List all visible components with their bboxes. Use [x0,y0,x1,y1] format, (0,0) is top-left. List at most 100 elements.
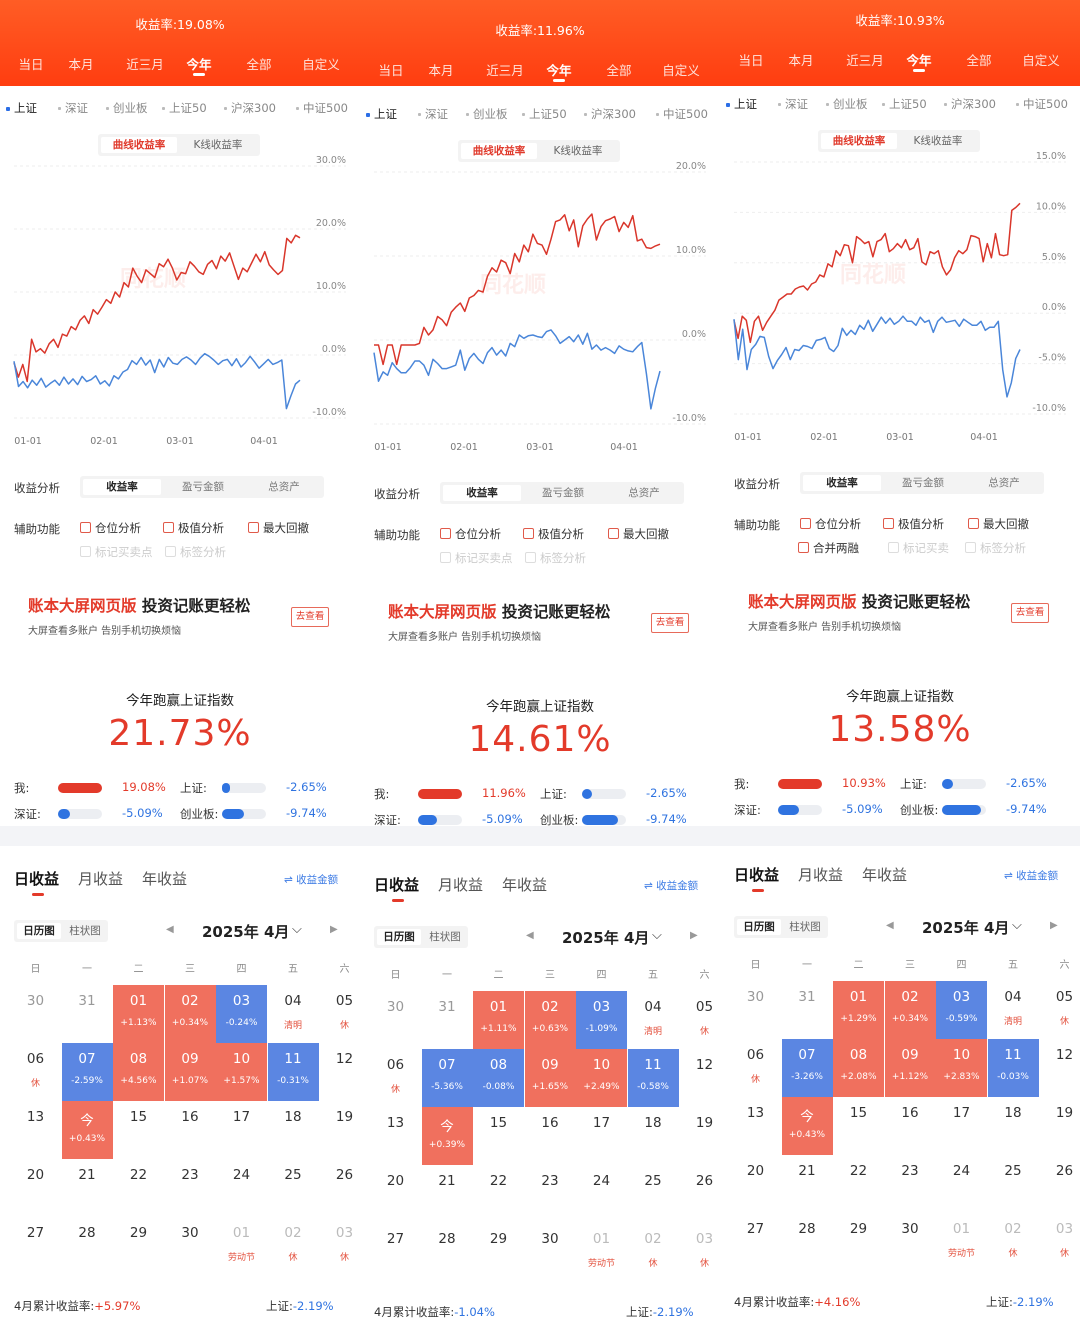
calendar-day[interactable]: 24 [216,1159,267,1217]
calendar-day[interactable]: 20 [730,1155,781,1213]
calendar-day[interactable]: 26 [1039,1155,1080,1213]
calendar-day[interactable]: 16 [525,1107,576,1165]
calendar-day[interactable]: 08 +2.08% [833,1039,884,1097]
view-tab-1[interactable]: 柱状图 [789,921,821,933]
calendar-day[interactable]: 27 [730,1213,781,1271]
calendar-day[interactable]: 28 [422,1223,473,1281]
calendar-day[interactable]: 19 [1039,1097,1080,1155]
calendar-day[interactable]: 20 [10,1159,61,1217]
period-tab-1[interactable]: 月收益 [798,866,844,884]
calendar-day[interactable]: 03 -0.24% [216,985,267,1043]
tab-1[interactable]: 本月 [776,50,826,69]
calendar-day[interactable]: 26 [679,1165,720,1223]
period-tab-2[interactable]: 年收益 [502,876,548,894]
prev-month-arrow[interactable]: ◀ [526,930,534,941]
calendar-day[interactable]: 11 -0.31% [267,1043,319,1101]
calendar-day[interactable]: 12 [679,1049,720,1107]
calendar-day[interactable]: 21 [62,1159,113,1217]
calendar-day[interactable]: 18 [988,1097,1039,1155]
calendar-day[interactable]: 01 +1.11% [473,991,524,1049]
calendar-day[interactable]: 09 +1.12% [884,1039,936,1097]
calendar-day[interactable]: 23 [885,1155,936,1213]
period-tab-2[interactable]: 年收益 [142,870,188,888]
calendar-day[interactable]: 10 +2.49% [576,1049,627,1107]
calendar-day[interactable]: 27 [370,1223,421,1281]
calendar-day[interactable]: 12 [1039,1039,1080,1097]
tab-3[interactable]: 今年 [174,54,224,76]
period-tab-0[interactable]: 日收益 [734,866,780,884]
calendar-day[interactable]: 16 [885,1097,936,1155]
calendar-day[interactable]: 29 [113,1217,164,1275]
calendar-day[interactable]: 31 [422,991,473,1049]
analysis-tab-1[interactable]: 盈亏金额 [182,481,224,493]
tab-4[interactable]: 全部 [234,54,284,73]
calendar-day[interactable]: 18 [268,1101,319,1159]
calendar-day[interactable]: 13 [730,1097,781,1155]
calendar-day[interactable]: 29 [473,1223,524,1281]
chart-mode-1[interactable]: K线收益率 [193,139,243,151]
calendar-day[interactable]: 01 +1.13% [113,985,164,1043]
chart-mode-0[interactable]: 曲线收益率 [461,143,537,159]
promo-go-button[interactable]: 去查看 [1011,603,1049,623]
chart-mode-1[interactable]: K线收益率 [913,135,963,147]
index-option-3[interactable]: 上证50 [882,96,927,112]
index-option-1[interactable]: 深证 [58,100,88,116]
calendar-day[interactable]: 22 [833,1155,884,1213]
calendar-day[interactable]: 30 [730,981,781,1039]
calendar-day[interactable]: 03 休 [679,1223,720,1281]
view-tab-0[interactable]: 日历图 [377,929,421,945]
aux-checkbox-1[interactable]: 极值分析 [523,526,584,542]
calendar-day[interactable]: 23 [165,1159,216,1217]
calendar-day[interactable]: 04 清明 [628,991,679,1049]
calendar-day[interactable]: 03 -1.09% [576,991,627,1049]
index-option-5[interactable]: 中证500 [1016,96,1068,112]
aux-option-0[interactable]: 合并两融 [798,540,859,556]
calendar-day[interactable]: 24 [576,1165,627,1223]
index-option-0[interactable]: 上证 [366,106,397,122]
aux-checkbox-1[interactable]: 极值分析 [163,520,224,536]
tab-2[interactable]: 近三月 [840,50,890,69]
period-tab-1[interactable]: 月收益 [438,876,484,894]
view-tab-1[interactable]: 柱状图 [69,925,101,937]
calendar-day[interactable]: 21 [422,1165,473,1223]
calendar-day[interactable]: 31 [782,981,833,1039]
prev-month-arrow[interactable]: ◀ [886,920,894,931]
index-option-3[interactable]: 上证50 [522,106,567,122]
aux-checkbox-2[interactable]: 最大回撤 [608,526,669,542]
calendar-day[interactable]: 06 休 [370,1049,421,1107]
calendar-day[interactable]: 04 清明 [268,985,319,1043]
calendar-day[interactable]: 07 -2.59% [61,1043,113,1101]
index-option-1[interactable]: 深证 [778,96,808,112]
calendar-day[interactable]: 06 休 [10,1043,61,1101]
calendar-day[interactable]: 07 -5.36% [421,1049,473,1107]
calendar-day[interactable]: 24 [936,1155,987,1213]
tab-0[interactable]: 当日 [6,54,56,73]
calendar-day[interactable]: 11 -0.58% [627,1049,679,1107]
index-option-4[interactable]: 沪深300 [584,106,636,122]
calendar-day[interactable]: 今 +0.39% [421,1107,473,1165]
calendar-day[interactable]: 28 [782,1213,833,1271]
tab-0[interactable]: 当日 [726,50,776,69]
analysis-tab-1[interactable]: 盈亏金额 [542,487,584,499]
tab-1[interactable]: 本月 [56,54,106,73]
calendar-day[interactable]: 05 休 [319,985,360,1043]
calendar-day[interactable]: 30 [885,1213,936,1271]
analysis-tab-2[interactable]: 总资产 [988,477,1020,489]
aux-option-1[interactable]: 标签分析 [165,544,226,560]
promo-go-button[interactable]: 去查看 [651,613,689,633]
aux-checkbox-2[interactable]: 最大回撤 [248,520,309,536]
calendar-day[interactable]: 03 休 [1039,1213,1080,1271]
index-option-4[interactable]: 沪深300 [224,100,276,116]
analysis-tab-1[interactable]: 盈亏金额 [902,477,944,489]
chart-mode-1[interactable]: K线收益率 [553,145,603,157]
aux-option-0[interactable]: 标记买卖点 [80,544,153,560]
calendar-day[interactable]: 17 [936,1097,987,1155]
calendar-day[interactable]: 29 [833,1213,884,1271]
calendar-day[interactable]: 30 [370,991,421,1049]
amount-toggle-link[interactable]: ⇌ 收益金额 [644,880,699,892]
analysis-tab-2[interactable]: 总资产 [628,487,660,499]
calendar-day[interactable]: 28 [62,1217,113,1275]
next-month-arrow[interactable]: ▶ [690,930,698,941]
calendar-day[interactable]: 22 [113,1159,164,1217]
month-dropdown-chevron[interactable]: ⌵ [1012,918,1022,933]
